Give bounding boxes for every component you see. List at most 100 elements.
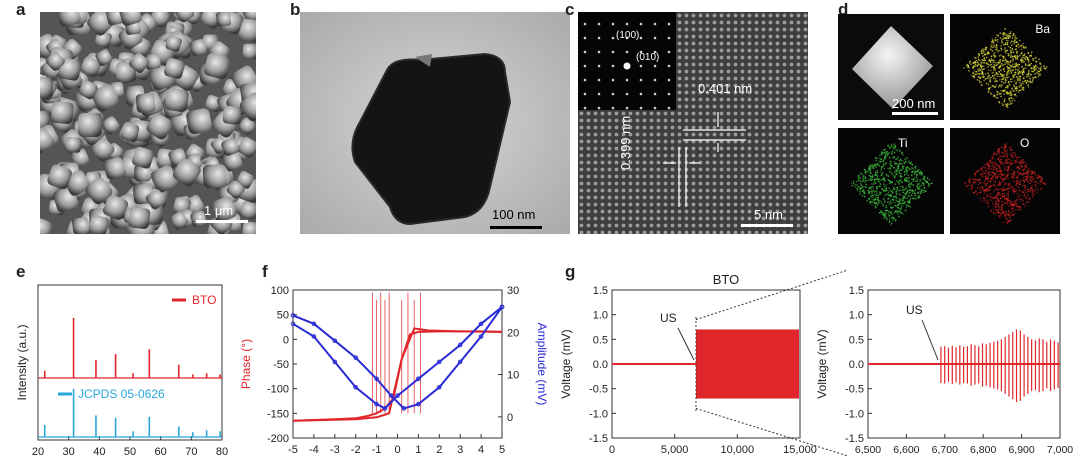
y2-tick-label: 10	[507, 370, 519, 382]
amplitude-point	[353, 384, 359, 390]
y-tick-label: 100	[271, 285, 289, 297]
tem-particle	[300, 12, 570, 234]
amplitude-point	[478, 334, 484, 339]
x-tick-label: -3	[330, 444, 340, 456]
scale-label-d: 200 nm	[892, 96, 936, 111]
haadf-image: 200 nm	[838, 14, 944, 120]
x-tick-label: 4	[478, 444, 484, 456]
y2-tick-label: 20	[507, 327, 519, 339]
sem-particles	[40, 12, 256, 234]
panel-label-d: d	[838, 0, 849, 19]
amplitude-point	[499, 304, 505, 310]
amplitude-point	[416, 376, 421, 382]
miller-100: (100)	[616, 30, 640, 41]
y-axis-label: Intensity (a.u.)	[15, 324, 29, 400]
amplitude-point	[374, 401, 379, 407]
us-arrow	[921, 319, 939, 361]
y2-tick-label: 30	[507, 285, 519, 297]
voltage-inset-chart: 6,500 6,600 6,700 6,800 6,900 7,000 -1.5 -1.0 -0…	[815, 285, 1073, 456]
us-arrow	[677, 327, 695, 361]
x-tick-label: 6,600	[893, 444, 919, 456]
legend-label: BTO	[192, 293, 216, 307]
y-tick-label: 0.0	[849, 359, 864, 371]
y-axis-label: Phase (°)	[239, 339, 253, 389]
amplitude-point	[311, 334, 317, 339]
panel-label-e: e	[16, 262, 26, 281]
x-tick-label: 6,500	[855, 444, 881, 456]
eds-map-ti: Ti	[838, 128, 944, 234]
x-tick-label: 0	[609, 444, 615, 456]
x-tick-label: -5	[288, 444, 298, 456]
zoom-line	[695, 407, 849, 457]
y-tick-label: 0.5	[593, 334, 608, 346]
y2-tick-label: 0	[507, 412, 513, 424]
y-axis-label: Voltage (mV)	[815, 329, 829, 398]
scale-bar-a	[196, 220, 248, 223]
us-annotation: US	[660, 311, 677, 325]
y-tick-label: -100	[267, 384, 289, 396]
x-tick-label: 5,000	[661, 444, 689, 456]
xrd-chart: 20 30 40 50 60 70 80 Intensity (a.u.) BTO JCPDS 0…	[15, 284, 228, 458]
y-tick-label: 0.5	[849, 334, 864, 346]
amplitude-point	[311, 321, 317, 327]
amplitude-point	[437, 359, 442, 365]
scale-label-b: 100 nm	[492, 207, 536, 222]
y-tick-label: -1.5	[589, 433, 608, 445]
x-tick-label: 6,900	[1008, 444, 1034, 456]
pfm-frame	[292, 289, 503, 439]
x-tick-label: 30	[63, 446, 75, 458]
scale-label-c: 5 nm	[754, 207, 783, 222]
amplitude-point	[290, 313, 296, 318]
panel-label-c: c	[565, 0, 575, 19]
eds-map-ba: Ba	[950, 14, 1060, 120]
legend-label: JCPDS 05-0626	[78, 387, 165, 401]
panel-label-g: g	[565, 262, 576, 281]
scale-label-a: 1 μm	[204, 203, 234, 218]
amplitude-point	[437, 384, 442, 390]
d-spacing-1: 0.401 nm	[698, 81, 753, 96]
pfm-chart: -5 -4 -3 -2 -1 0 1 2 3 4 5 -200 -150 -100 -50 0 50 100 0 10…	[239, 285, 549, 456]
xrd-frame	[37, 284, 223, 441]
amplitude-point	[478, 321, 484, 327]
y-tick-label: -0.5	[589, 384, 608, 396]
y-tick-label: 50	[277, 310, 289, 322]
map-label-o: O	[1020, 136, 1030, 150]
amplitude-point	[457, 342, 463, 348]
y-tick-label: 1.0	[593, 310, 608, 322]
amplitude-point	[332, 359, 338, 365]
x-tick-label: 20	[32, 446, 44, 458]
x-tick-label: 60	[155, 446, 167, 458]
amplitude-point	[374, 376, 379, 382]
eds-map-o: O	[950, 128, 1060, 234]
amplitude-point	[457, 359, 463, 365]
y-tick-label: -50	[273, 359, 289, 371]
x-tick-label: 5	[499, 444, 505, 456]
y-tick-label: -0.5	[845, 384, 864, 396]
y-tick-label: -1.0	[589, 408, 608, 420]
x-tick-label: 40	[93, 446, 105, 458]
amplitude-point	[353, 355, 359, 360]
y-tick-label: -150	[267, 408, 289, 420]
amplitude-point	[395, 393, 400, 399]
x-tick-label: 15,000	[783, 444, 817, 456]
y-tick-label: 0	[283, 334, 289, 346]
tem-image: 100 nm	[300, 12, 570, 234]
voltage-chart: 0 5,000 10,000 15,000 -1.5 -1.0 -0.5 0.0 0.5 1.0 1…	[559, 269, 849, 457]
x-tick-label: 7,000	[1047, 444, 1073, 456]
x-tick-label: 1	[415, 444, 421, 456]
x-tick-label: 2	[436, 444, 442, 456]
sem-image: 1 μm	[40, 12, 256, 234]
y-tick-label: 0.0	[593, 359, 608, 371]
hrtem-lattice	[578, 12, 808, 234]
amplitude-point	[388, 393, 394, 399]
amplitude-point	[332, 338, 338, 344]
x-tick-label: 50	[124, 446, 136, 458]
amplitude-point	[290, 321, 296, 327]
y-tick-label: -1.0	[845, 408, 864, 420]
hrtem-image: (100) (010) 0.401 nm 0.399 nm 5 nm	[578, 12, 808, 234]
amplitude-point	[401, 406, 407, 411]
y-tick-label: -200	[267, 433, 289, 445]
y2-axis-label: Amplitude (mV)	[535, 323, 549, 406]
miller-010: (010)	[636, 52, 660, 63]
